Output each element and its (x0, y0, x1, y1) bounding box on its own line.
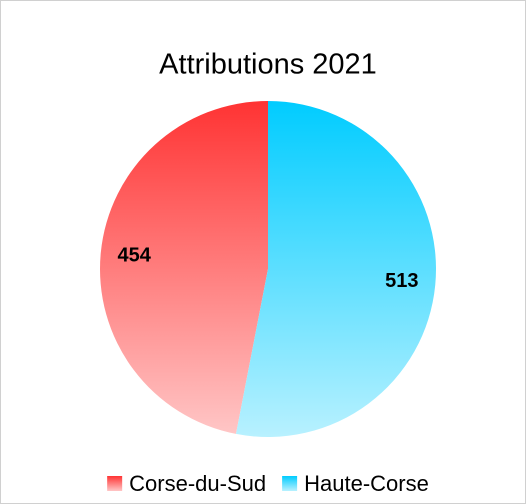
chart-title: Attributions 2021 (159, 49, 377, 81)
pie-slice (100, 101, 268, 434)
legend-label: Haute-Corse (304, 471, 429, 496)
legend: Corse-du-Sud Haute-Corse (107, 471, 429, 496)
data-label: 454 (118, 244, 152, 266)
data-label: 513 (385, 270, 418, 292)
legend-swatch (282, 476, 298, 491)
legend-label: Corse-du-Sud (129, 471, 266, 496)
pie-slice (235, 101, 437, 437)
legend-swatch (107, 476, 123, 491)
